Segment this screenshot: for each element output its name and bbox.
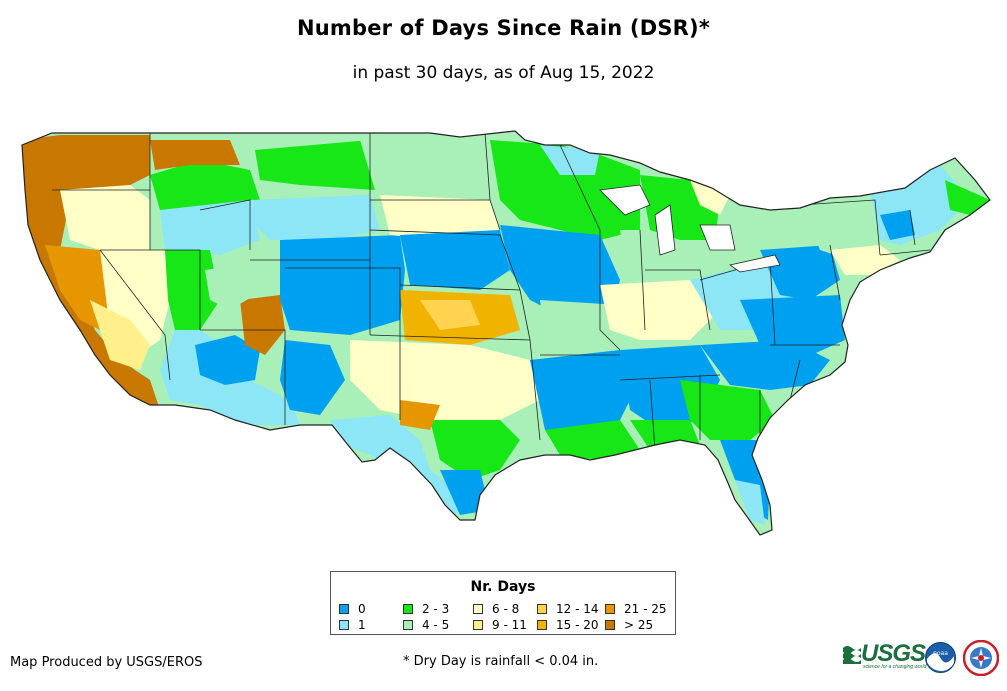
legend-item: 12 - 14 [537, 603, 599, 615]
map-title: Number of Days Since Rain (DSR)* [296, 16, 711, 40]
legend-item: 15 - 20 [537, 619, 599, 631]
legend-item: 21 - 25 [605, 603, 667, 615]
legend-label: 6 - 8 [492, 602, 520, 616]
legend-label: 1 [358, 618, 366, 632]
noaa-logo-icon: noaa [925, 642, 956, 673]
legend-swatch [473, 604, 483, 614]
legend-item: 2 - 3 [403, 603, 449, 615]
legend-label: 4 - 5 [422, 618, 450, 632]
legend-label: 0 [358, 602, 366, 616]
legend-item: > 25 [605, 619, 653, 631]
legend-swatch [605, 620, 615, 630]
legend-swatch [605, 604, 615, 614]
legend-item: 6 - 8 [473, 603, 519, 615]
legend-swatch [403, 604, 413, 614]
legend-label: 15 - 20 [556, 618, 599, 632]
legend-swatch [339, 604, 349, 614]
legend: Nr. Days 0 1 2 - 3 4 - 5 6 - 8 9 - 11 12 - 14 1… [330, 571, 676, 635]
usgs-wave-icon [843, 646, 861, 664]
credit-text: Map Produced by USGS/EROS [10, 655, 203, 670]
legend-label: 12 - 14 [556, 602, 599, 616]
legend-label: > 25 [624, 618, 654, 632]
legend-item: 9 - 11 [473, 619, 527, 631]
legend-swatch [403, 620, 413, 630]
legend-title: Nr. Days [470, 579, 536, 595]
usgs-wordmark: USGS [861, 640, 926, 667]
legend-item: 4 - 5 [403, 619, 449, 631]
legend-label: 2 - 3 [422, 602, 450, 616]
legend-swatch [339, 620, 349, 630]
legend-item: 0 [339, 603, 366, 615]
legend-label: 21 - 25 [624, 602, 667, 616]
map-subtitle: in past 30 days, as of Aug 15, 2022 [352, 63, 655, 83]
footnote-text: * Dry Day is rainfall < 0.04 in. [403, 654, 599, 669]
legend-label: 9 - 11 [492, 618, 527, 632]
legend-swatch [473, 620, 483, 630]
legend-swatch [537, 620, 547, 630]
usgs-tagline: science for a changing world [863, 664, 927, 670]
nws-logo-icon [963, 640, 999, 676]
legend-item: 1 [339, 619, 366, 631]
legend-swatch [537, 604, 547, 614]
svg-text:noaa: noaa [933, 650, 948, 657]
